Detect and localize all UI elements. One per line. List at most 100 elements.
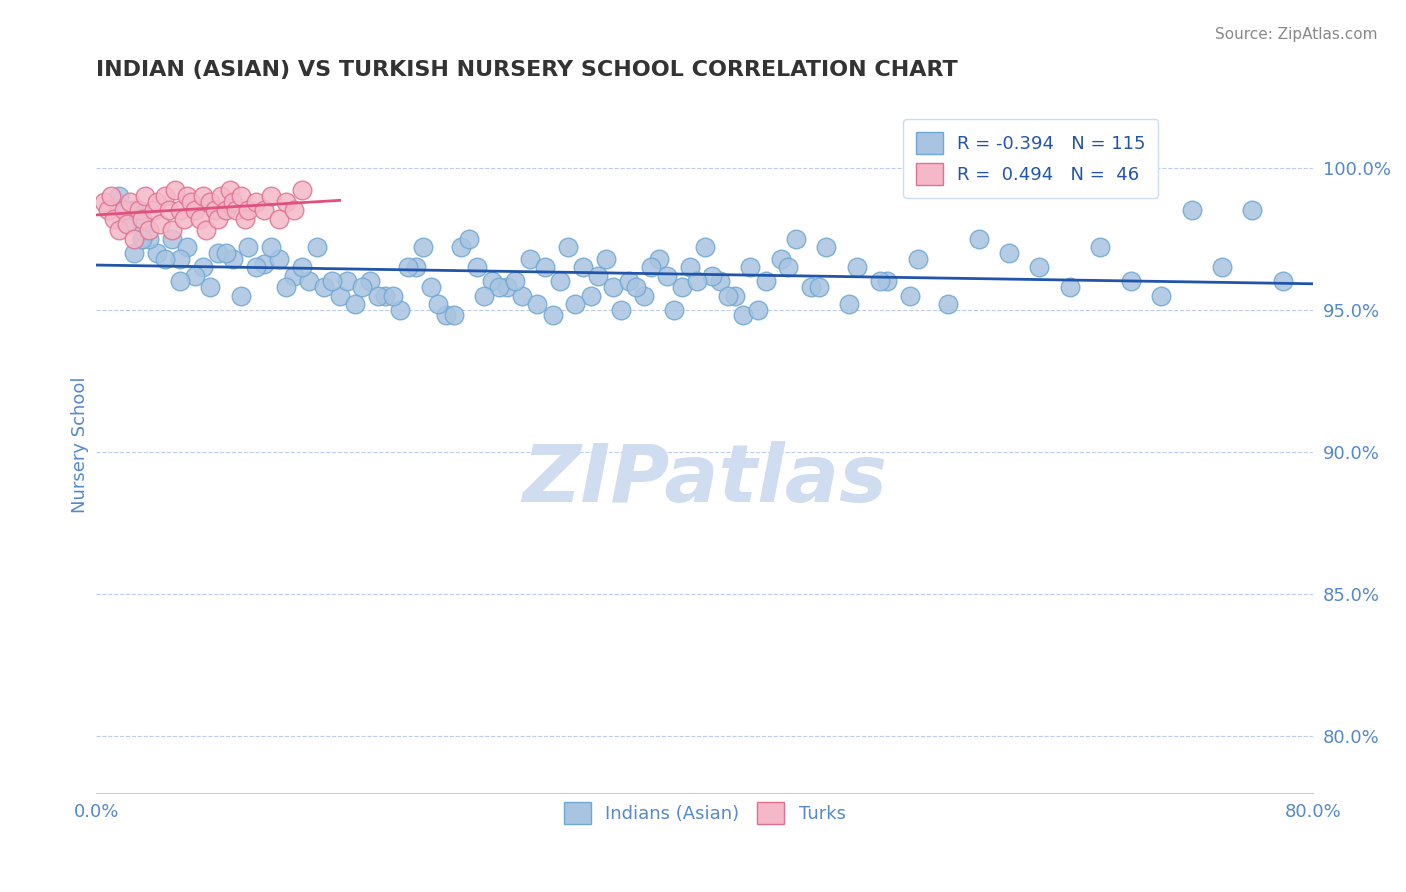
Point — [138, 232, 160, 246]
Point — [260, 240, 283, 254]
Point — [100, 189, 122, 203]
Point — [740, 260, 762, 274]
Point — [1059, 280, 1081, 294]
Point — [214, 246, 236, 260]
Point — [838, 297, 860, 311]
Point — [815, 240, 838, 254]
Point — [443, 309, 465, 323]
Point — [869, 274, 891, 288]
Point — [122, 203, 145, 218]
Point — [233, 211, 256, 226]
Point — [238, 240, 260, 254]
Point — [709, 274, 731, 288]
Point — [97, 203, 120, 218]
Point — [245, 260, 267, 274]
Point — [222, 252, 245, 266]
Point — [488, 280, 510, 294]
Point — [450, 240, 472, 254]
Point — [510, 288, 533, 302]
Point — [907, 252, 929, 266]
Point — [173, 211, 195, 226]
Point — [374, 288, 396, 302]
Point — [184, 268, 207, 283]
Point — [481, 274, 503, 288]
Point — [314, 280, 336, 294]
Point — [465, 260, 488, 274]
Point — [343, 297, 366, 311]
Point — [898, 288, 921, 302]
Point — [131, 232, 153, 246]
Point — [165, 183, 187, 197]
Point — [586, 268, 609, 283]
Point — [579, 288, 602, 302]
Point — [194, 223, 217, 237]
Point — [225, 203, 247, 218]
Point — [1119, 274, 1142, 288]
Point — [496, 280, 519, 294]
Point — [252, 203, 274, 218]
Point — [640, 260, 662, 274]
Point — [146, 246, 169, 260]
Point — [807, 280, 830, 294]
Point — [298, 274, 321, 288]
Point — [936, 297, 959, 311]
Point — [118, 194, 141, 209]
Point — [648, 252, 671, 266]
Point — [191, 260, 214, 274]
Point — [1180, 203, 1202, 218]
Point — [169, 274, 191, 288]
Point — [610, 302, 633, 317]
Point — [207, 246, 229, 260]
Point — [434, 309, 457, 323]
Point — [149, 218, 172, 232]
Y-axis label: Nursery School: Nursery School — [72, 376, 89, 513]
Point — [572, 260, 595, 274]
Point — [122, 246, 145, 260]
Point — [222, 194, 245, 209]
Point — [200, 194, 222, 209]
Point — [115, 218, 138, 232]
Point — [283, 203, 305, 218]
Point — [845, 260, 868, 274]
Point — [336, 274, 359, 288]
Point — [276, 194, 298, 209]
Point — [169, 252, 191, 266]
Point — [534, 260, 557, 274]
Point — [655, 268, 678, 283]
Point — [1241, 203, 1264, 218]
Point — [191, 189, 214, 203]
Point — [419, 280, 441, 294]
Point — [693, 240, 716, 254]
Point — [146, 194, 169, 209]
Point — [179, 194, 201, 209]
Point — [541, 309, 564, 323]
Point — [134, 189, 156, 203]
Text: ZIPatlas: ZIPatlas — [522, 441, 887, 519]
Point — [564, 297, 586, 311]
Point — [876, 274, 898, 288]
Point — [283, 268, 305, 283]
Point — [427, 297, 450, 311]
Point — [785, 232, 807, 246]
Point — [229, 189, 252, 203]
Point — [724, 288, 747, 302]
Point — [548, 274, 571, 288]
Point — [229, 288, 252, 302]
Point — [458, 232, 481, 246]
Point — [626, 280, 648, 294]
Point — [204, 203, 226, 218]
Point — [176, 240, 198, 254]
Point — [143, 203, 166, 218]
Point — [103, 211, 125, 226]
Point — [122, 232, 145, 246]
Point — [998, 246, 1021, 260]
Point — [162, 223, 184, 237]
Point — [1150, 288, 1173, 302]
Point — [686, 274, 709, 288]
Point — [131, 218, 153, 232]
Point — [352, 280, 374, 294]
Point — [731, 309, 754, 323]
Point — [260, 189, 283, 203]
Point — [678, 260, 700, 274]
Point — [778, 260, 800, 274]
